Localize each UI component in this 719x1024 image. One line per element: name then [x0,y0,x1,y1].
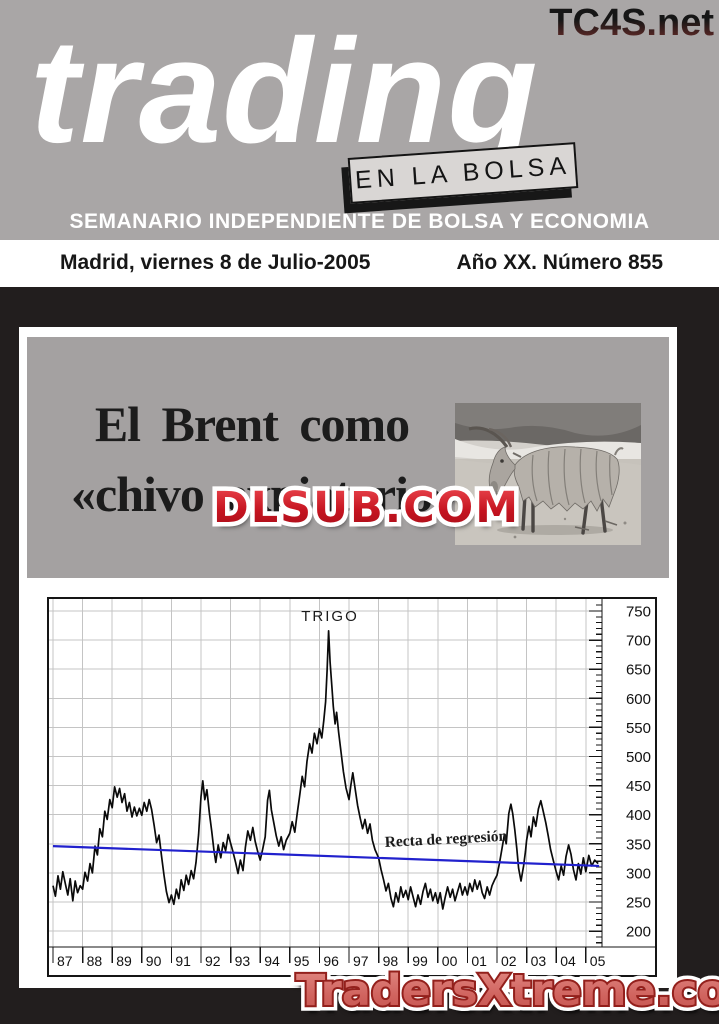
headline-line2: «chivo expiatorio» [71,466,457,522]
headline-box: El Brent como «chivo expiatorio» [27,337,669,578]
magazine-title: trading [30,9,539,174]
svg-text:94: 94 [264,953,280,969]
svg-text:350: 350 [626,836,651,853]
chart-grid [49,599,602,947]
issue-date: Madrid, viernes 8 de Julio-2005 [60,251,371,274]
chart-title: TRIGO [301,608,359,625]
svg-text:00: 00 [442,953,458,969]
svg-text:92: 92 [205,953,221,969]
site-logo: TC4S.net [549,2,714,44]
svg-text:98: 98 [383,953,399,969]
svg-text:700: 700 [626,633,651,650]
tradersxtreme-text: TradersXtreme.com [296,966,719,1016]
subtitle-label: EN LA BOLSA [354,150,572,195]
price-chart-svg: 200 250 300 350 400 450 500 550 600 650 700 750 87 88… [47,597,657,977]
svg-text:89: 89 [116,953,132,969]
issue-number: Año XX. Número 855 [456,251,663,274]
svg-text:90: 90 [146,953,162,969]
chart-series [52,629,600,910]
svg-text:750: 750 [626,604,651,621]
chart-axes: 200 250 300 350 400 450 500 550 600 650 700 750 87 88… [47,597,657,977]
svg-text:02: 02 [501,953,517,969]
svg-text:91: 91 [175,953,191,969]
dlsub-watermark-text: DLSUB.COM [213,483,520,533]
svg-text:300: 300 [626,865,651,882]
goat-image [455,403,641,545]
svg-text:600: 600 [626,691,651,708]
svg-text:03: 03 [531,953,547,969]
tagline: SEMANARIO INDEPENDIENTE DE BOLSA Y ECONO… [69,210,650,233]
headline-line1: El Brent como [94,396,410,452]
svg-text:400: 400 [626,807,651,824]
svg-text:200: 200 [626,924,651,941]
svg-text:99: 99 [412,953,428,969]
dateline-bar: Madrid, viernes 8 de Julio-2005 Año XX. … [0,240,719,287]
tradersxtreme-watermark: TradersXtreme.com TradersXtreme.com Trad… [291,961,719,1022]
goat-illustration [455,403,641,545]
svg-text:500: 500 [626,749,651,766]
svg-text:650: 650 [626,662,651,679]
svg-text:93: 93 [235,953,251,969]
svg-text:95: 95 [294,953,310,969]
tradersxtreme-edge: TradersXtreme.com [294,964,719,1018]
svg-text:04: 04 [560,953,576,969]
svg-text:550: 550 [626,720,651,737]
dlsub-watermark-outline: DLSUB.COM [209,479,523,538]
svg-text:250: 250 [626,895,651,912]
svg-text:01: 01 [471,953,487,969]
regression-label: Recta de regresión [384,828,508,851]
tradersxtreme-outline: TradersXtreme.com [291,961,719,1022]
svg-text:450: 450 [626,778,651,795]
svg-text:97: 97 [353,953,369,969]
dlsub-watermark: DLSUB.COM DLSUB.COM [209,479,523,538]
svg-text:05: 05 [590,953,606,969]
masthead: TC4S.net trading EN LA BOLSA SEMANARIO I… [0,0,719,240]
svg-text:88: 88 [87,953,103,969]
svg-text:87: 87 [57,953,73,969]
content-panel: El Brent como «chivo expiatorio» [19,327,677,988]
wheat-chart: 200 250 300 350 400 450 500 550 600 650 700 750 87 88… [47,597,657,977]
svg-text:96: 96 [323,953,339,969]
